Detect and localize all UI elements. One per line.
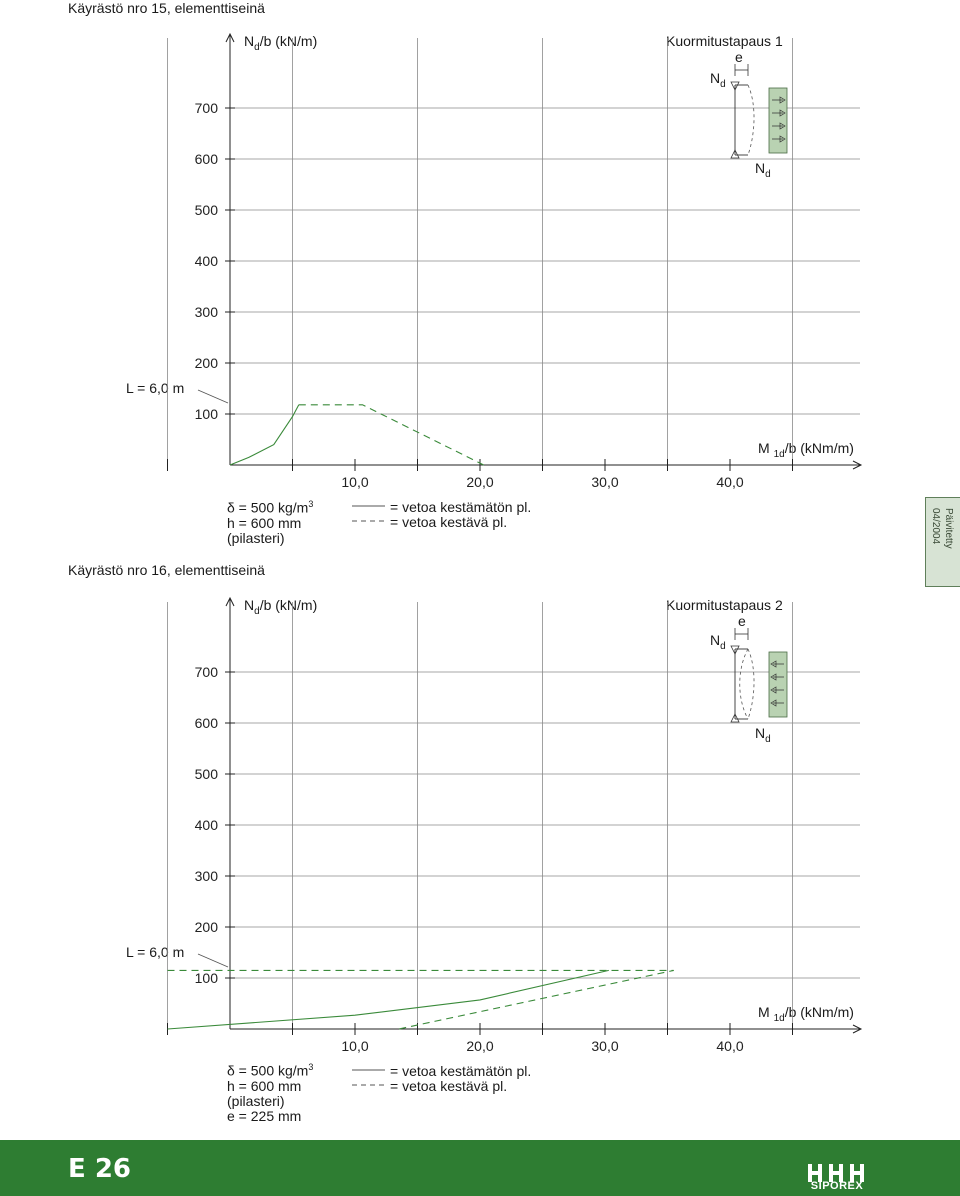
x-axis-arrow (852, 460, 863, 470)
chart-1-diagram-nd-top: Nd (710, 70, 726, 90)
updated-tab-label: Päivitetty (943, 508, 954, 549)
chart-1-legend-solid: = vetoa kestämätön pl. (390, 499, 532, 515)
chart-2-param-height: h = 600 mm (227, 1077, 302, 1094)
chart-2-legend: = vetoa kestämätön pl. = vetoa kestävä p… (390, 1064, 531, 1094)
top-load-arrow (730, 81, 740, 91)
load-case-diagram (730, 628, 788, 723)
lateral-load-panel (768, 651, 788, 718)
x-tick-label: 40,0 (716, 1038, 743, 1054)
lateral-load-arrow (772, 135, 786, 143)
y-tick-label: 600 (195, 151, 219, 167)
x-tick-label: 10,0 (341, 474, 368, 490)
logo-wordmark: SIPOREX (810, 1180, 864, 1192)
chart-2-ylabel: Nd/b (kN/m) (244, 597, 318, 617)
y-axis-arrow (225, 32, 235, 43)
x-tick-label: 30,0 (591, 474, 618, 490)
chart-2-diagram-nd-bottom: Nd (755, 725, 771, 745)
curve-label-leader (197, 953, 229, 968)
chart-1-diagram-nd-bottom: Nd (755, 160, 771, 180)
series-solid-line (167, 969, 609, 1030)
series-dashed-line (298, 404, 485, 466)
curve-label-leader (197, 389, 229, 404)
chart-1-xlabel: M 1d/b (kNm/m) (758, 440, 854, 460)
chart-2-diagram-e: e (738, 613, 746, 629)
footer-bar (0, 1140, 960, 1196)
chart-1-curve-label: L = 6,0 m (126, 380, 185, 396)
y-tick-label: 500 (195, 766, 219, 782)
updated-tab: Päivitetty 04/2004 (925, 497, 960, 587)
x-tick-label: 30,0 (591, 1038, 618, 1054)
deflection-curve-2 (739, 648, 749, 720)
chart-1-title: Käyrästö nro 15, elementtiseinä (68, 0, 265, 16)
page-number: E 26 (68, 1154, 131, 1184)
deflection-curve (747, 648, 755, 720)
x-axis-arrow (852, 1024, 863, 1034)
chart-1-case-label: Kuormitustapaus 1 (666, 33, 783, 49)
chart-2-params: δ = 500 kg/m3 h = 600 mm (pilasteri) e =… (227, 1060, 313, 1124)
lateral-load-arrow (770, 699, 784, 707)
x-tick-label: 10,0 (341, 1038, 368, 1054)
y-tick-label: 300 (195, 304, 219, 320)
y-tick-label: 700 (195, 100, 219, 116)
lateral-load-arrow (772, 96, 786, 104)
chart-1-plot: 100 200 300 400 500 600 700 10,0 20,0 30,0 40,0 (167, 32, 863, 522)
chart-1-legend-dashed: = vetoa kestävä pl. (390, 514, 508, 530)
chart-2-xlabel: M 1d/b (kNm/m) (758, 1004, 854, 1024)
chart-1-diagram-e: e (735, 49, 743, 65)
lateral-load-arrow (772, 109, 786, 117)
chart-2-title: Käyrästö nro 16, elementtiseinä (68, 562, 265, 578)
bottom-load-arrow (730, 713, 740, 723)
chart-1-param-type: (pilasteri) (227, 529, 285, 546)
chart-2-diagram-nd-top: Nd (710, 632, 726, 652)
y-tick-label: 100 (195, 406, 219, 422)
y-tick-label: 400 (195, 817, 219, 833)
chart-2-case-label: Kuormitustapaus 2 (666, 597, 783, 613)
series-solid-line (229, 404, 300, 466)
chart-1-legend: = vetoa kestämätön pl. = vetoa kestävä p… (390, 500, 531, 530)
x-tick-label: 20,0 (466, 474, 493, 490)
y-tick-label: 700 (195, 664, 219, 680)
chart-2-param-density: δ = 500 kg/m3 (227, 1062, 314, 1079)
chart-2-legend-dashed: = vetoa kestävä pl. (390, 1078, 508, 1094)
y-tick-label: 200 (195, 355, 219, 371)
y-tick-label: 400 (195, 253, 219, 269)
x-tick-label: 20,0 (466, 1038, 493, 1054)
x-tick-label: 40,0 (716, 474, 743, 490)
deflection-curve (747, 84, 755, 156)
series-dashed-line (167, 969, 674, 1030)
chart-2-plot: 100 200 300 400 500 600 700 10,0 20,0 30,0 40,0 (167, 596, 863, 1086)
chart-2-param-type: (pilasteri) (227, 1092, 285, 1109)
chart-1-param-height: h = 600 mm (227, 514, 302, 531)
chart-2-param-eccentricity: e = 225 mm (227, 1107, 302, 1124)
chart-1-params: δ = 500 kg/m3 h = 600 mm (pilasteri) (227, 497, 313, 546)
updated-tab-date: 04/2004 (930, 508, 941, 545)
chart-1-ylabel: Nd/b (kN/m) (244, 33, 318, 53)
y-tick-label: 100 (195, 970, 219, 986)
lateral-load-arrow (770, 673, 784, 681)
y-tick-label: 200 (195, 919, 219, 935)
y-axis-arrow (225, 596, 235, 607)
lateral-load-arrow (770, 660, 784, 668)
y-tick-label: 500 (195, 202, 219, 218)
siporex-logo (808, 1164, 864, 1182)
lateral-load-arrow (770, 686, 784, 694)
chart-2-legend-solid: = vetoa kestämätön pl. (390, 1063, 532, 1079)
y-tick-label: 600 (195, 715, 219, 731)
chart-1-param-density: δ = 500 kg/m3 (227, 499, 314, 516)
top-load-arrow (730, 645, 740, 655)
bottom-load-arrow (730, 149, 740, 159)
y-tick-label: 300 (195, 868, 219, 884)
lateral-load-panel (768, 87, 788, 154)
chart-2-curve-label: L = 6,0 m (126, 944, 185, 960)
load-case-diagram (730, 64, 788, 159)
lateral-load-arrow (772, 122, 786, 130)
